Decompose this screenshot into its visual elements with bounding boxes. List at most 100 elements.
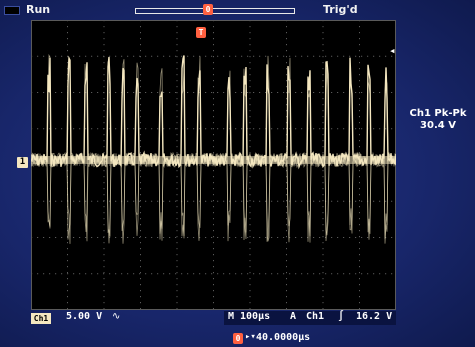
grid-dot <box>265 55 267 57</box>
grid-dot <box>349 164 351 166</box>
grid-dot <box>259 237 261 238</box>
grid-dot <box>322 116 324 118</box>
trigger-level-arrow-icon[interactable]: ◂ <box>389 44 396 57</box>
grid-dot <box>211 200 213 202</box>
grid-dot <box>322 218 324 220</box>
grid-dot <box>97 55 99 57</box>
grid-dot <box>103 308 105 310</box>
grid-dot <box>277 128 279 130</box>
grid-dot <box>271 237 273 238</box>
grid-dot <box>140 266 141 268</box>
grid-dot <box>127 128 129 130</box>
grid-dot <box>359 68 360 70</box>
grid-dot <box>249 260 251 262</box>
grid-dot <box>241 237 243 238</box>
grid-dot <box>379 237 381 238</box>
grid-dot <box>277 92 279 93</box>
grid-dot <box>139 237 141 238</box>
grid-dot <box>140 26 141 28</box>
grid-dot <box>277 237 279 238</box>
grid-dot <box>140 140 141 142</box>
grid-dot <box>145 92 147 93</box>
grid-dot <box>359 212 360 214</box>
grid-dot <box>175 55 177 57</box>
grid-dot <box>235 55 237 57</box>
grid-dot <box>361 273 363 275</box>
grid-dot <box>271 200 273 202</box>
grid-dot <box>249 104 251 106</box>
grid-dot <box>249 98 251 100</box>
grid-dot <box>187 237 189 238</box>
grid-dot <box>286 86 287 88</box>
grid-dot <box>359 122 360 124</box>
grid-dot <box>176 140 178 142</box>
measurement-label: Ch1 Pk-Pk <box>409 108 467 119</box>
grid-dot <box>140 176 141 178</box>
grid-dot <box>103 104 105 106</box>
grid-dot <box>73 55 75 57</box>
grid-dot <box>249 206 251 208</box>
grid-dot <box>103 146 105 148</box>
grid-dot <box>49 200 51 202</box>
grid-dot <box>176 218 178 220</box>
grid-dot <box>367 237 369 238</box>
grid-dot <box>213 182 214 184</box>
grid-dot <box>249 116 251 118</box>
grid-dot <box>253 273 255 275</box>
grid-dot <box>199 237 201 238</box>
grid-dot <box>103 116 105 118</box>
grid-dot <box>213 44 214 46</box>
grid-dot <box>359 224 360 226</box>
grid-dot <box>359 152 360 154</box>
grid-dot <box>176 284 178 286</box>
grid-dot <box>322 308 324 310</box>
grid-dot <box>176 260 178 262</box>
grid-dot <box>359 260 360 262</box>
grid-dot <box>140 98 141 100</box>
grid-dot <box>67 50 68 52</box>
channel-badge[interactable]: Ch1 <box>31 313 51 324</box>
grid-dot <box>286 116 287 118</box>
grid-dot <box>277 273 279 275</box>
grid-dot <box>175 273 177 275</box>
grid-dot <box>213 62 214 64</box>
grid-dot <box>337 128 339 130</box>
record-view-bar <box>135 8 295 14</box>
grid-dot <box>322 44 324 46</box>
grid-dot <box>359 248 360 250</box>
grid-dot <box>67 254 68 256</box>
grid-dot <box>213 74 214 76</box>
grid-dot <box>140 146 141 148</box>
ch1-ground-marker[interactable]: 1 <box>17 157 28 168</box>
grid-dot <box>217 237 219 238</box>
grid-dot <box>249 236 251 238</box>
grid-dot <box>213 56 214 58</box>
grid-dot <box>359 50 360 52</box>
grid-dot <box>325 273 327 275</box>
grid-dot <box>223 237 225 238</box>
grid-dot <box>103 260 105 262</box>
grid-dot <box>145 273 147 275</box>
grid-dot <box>322 170 324 172</box>
grid-dot <box>85 273 87 275</box>
grid-dot <box>176 290 178 292</box>
grid-dot <box>331 237 333 238</box>
grid-dot <box>176 44 178 46</box>
grid-dot <box>213 176 214 178</box>
grid-dot <box>331 128 333 130</box>
trigger-source: Ch1 <box>306 311 325 322</box>
trigger-position-marker[interactable]: T <box>196 27 206 38</box>
grid-dot <box>249 188 251 190</box>
grid-dot <box>286 188 287 190</box>
grid-dot <box>343 128 345 130</box>
grid-dot <box>49 237 51 238</box>
grid-dot <box>286 272 287 274</box>
grid-dot <box>359 56 360 58</box>
grid-dot <box>359 80 360 82</box>
grid-dot <box>359 182 360 184</box>
grid-dot <box>286 230 287 232</box>
grid-dot <box>91 55 93 57</box>
grid-dot <box>322 248 324 250</box>
grid-dot <box>322 68 324 70</box>
grid-dot <box>169 92 171 93</box>
